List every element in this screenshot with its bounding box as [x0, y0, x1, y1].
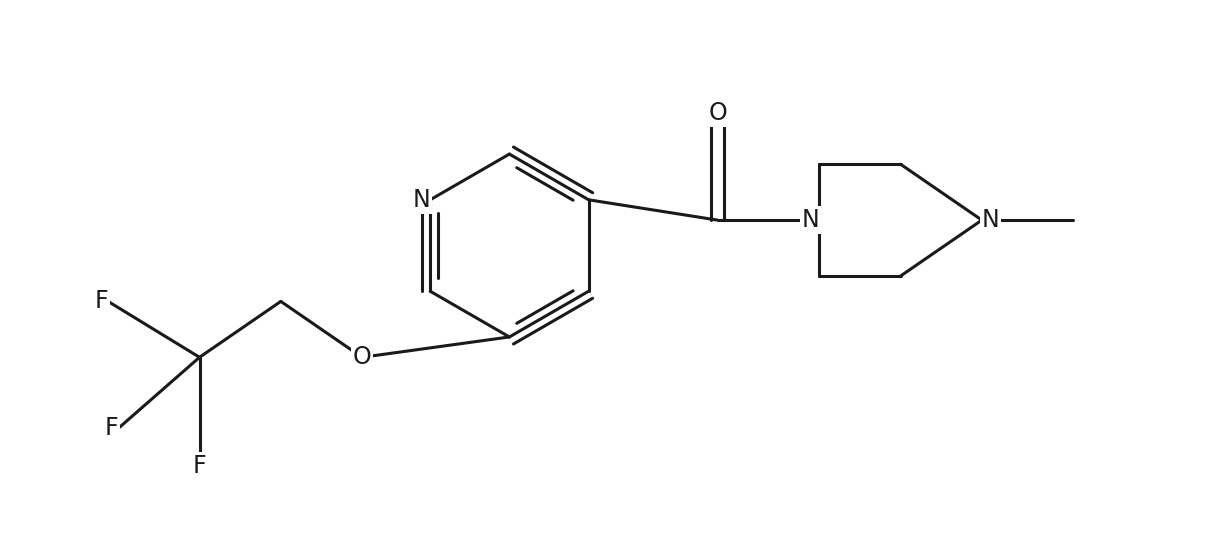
Text: N: N [802, 208, 819, 232]
Text: F: F [105, 416, 119, 440]
Text: F: F [193, 454, 207, 478]
Text: N: N [981, 208, 1000, 232]
Text: N: N [413, 188, 430, 212]
Text: F: F [94, 289, 108, 314]
Text: O: O [353, 346, 371, 369]
Text: O: O [709, 102, 727, 125]
